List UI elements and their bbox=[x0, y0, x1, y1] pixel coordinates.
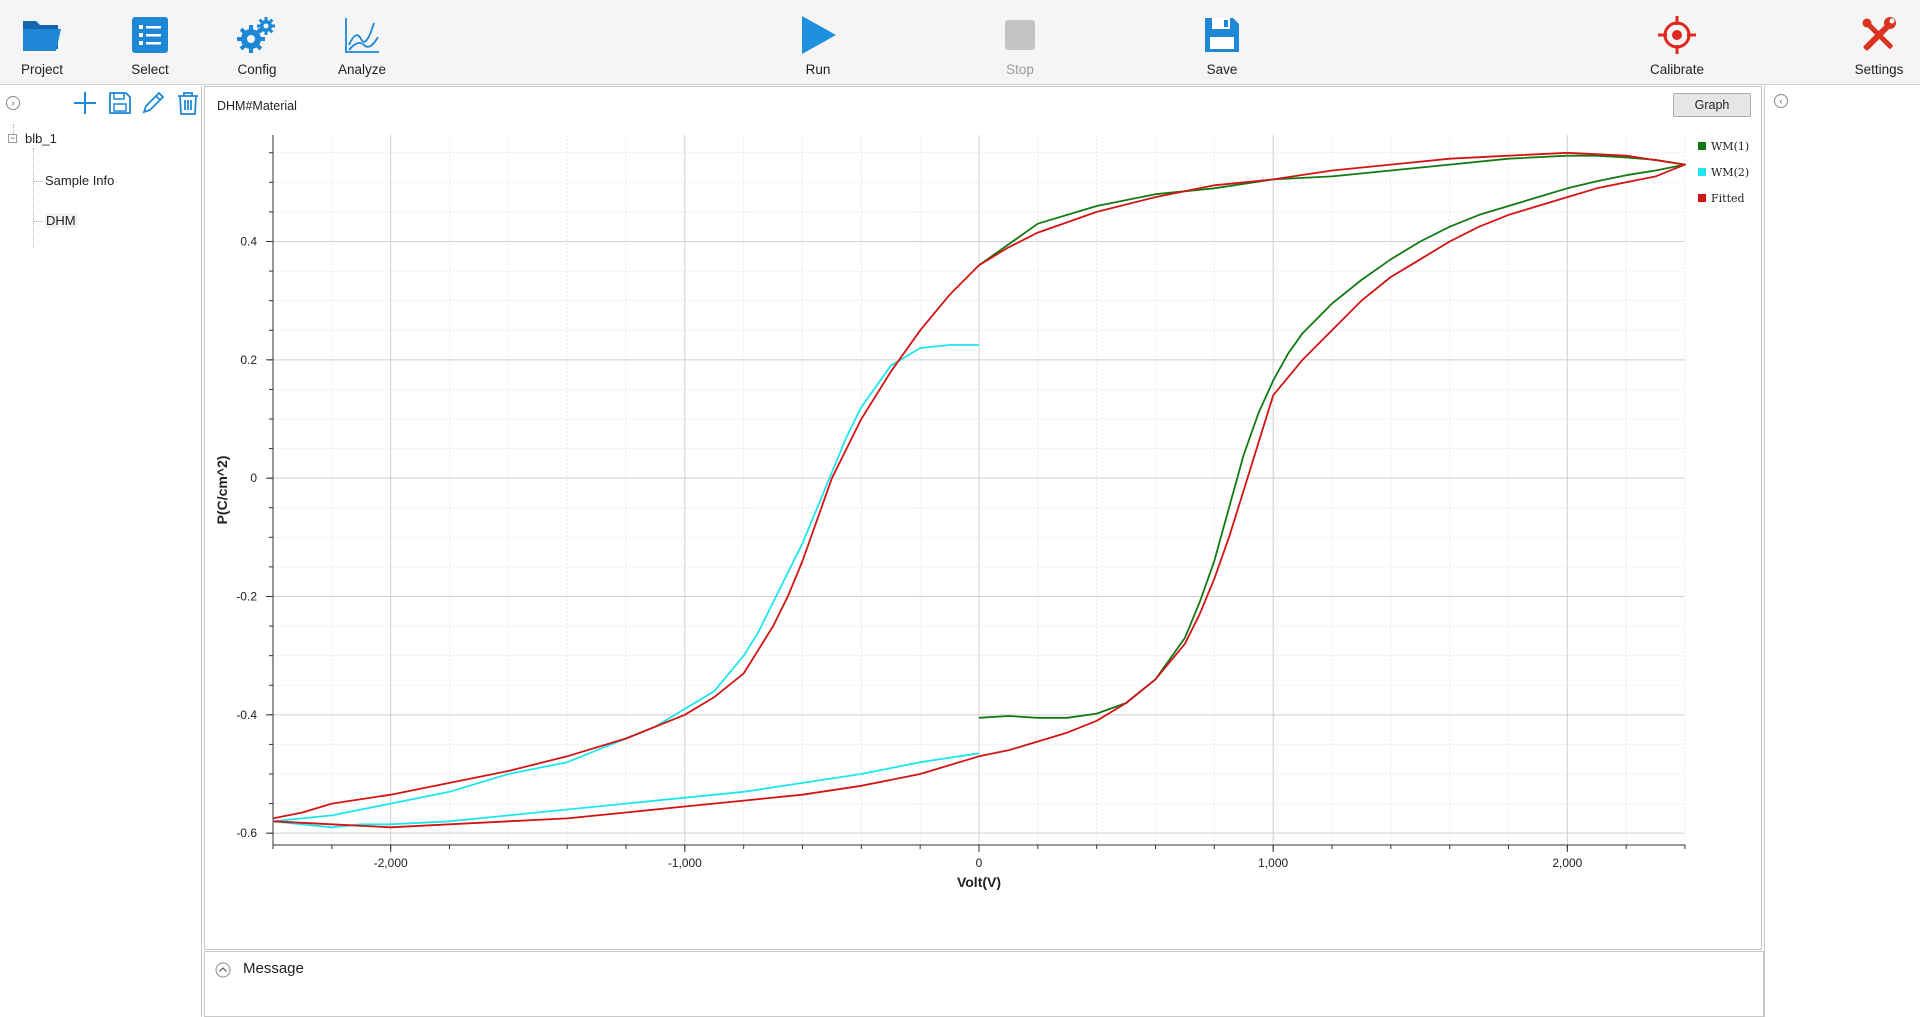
hysteresis-chart: -2,000 -1,000 0 1,000 2,000 -0.6 -0.4 -0.2 0 0.2 0… bbox=[214, 135, 1749, 890]
analyze-label: Analyze bbox=[337, 62, 387, 77]
add-icon[interactable] bbox=[72, 90, 98, 116]
list-icon bbox=[128, 14, 172, 56]
settings-label: Settings bbox=[1854, 62, 1904, 77]
message-panel: Message bbox=[204, 951, 1764, 1017]
series-line-1 bbox=[978, 154, 1686, 719]
collapse-right-panel-button[interactable]: ‹ bbox=[1774, 94, 1788, 108]
run-label: Run bbox=[805, 62, 831, 77]
config-label: Config bbox=[237, 62, 277, 77]
legend-label: Fitted bbox=[1711, 192, 1745, 205]
floppy-icon bbox=[1200, 14, 1244, 56]
project-label: Project bbox=[20, 62, 64, 77]
tree-line bbox=[13, 124, 14, 134]
graph-panel: DHM#Material Graph -2,000 -1,000 0 1,000 2,0… bbox=[204, 86, 1762, 950]
tree-line bbox=[33, 221, 43, 222]
stop-label: Stop bbox=[1006, 62, 1034, 77]
legend-swatch bbox=[1698, 142, 1706, 150]
graph-button[interactable]: Graph bbox=[1673, 93, 1751, 117]
calibrate-label: Calibrate bbox=[1649, 62, 1705, 77]
y-tick-label: -0.2 bbox=[236, 590, 257, 604]
gears-icon bbox=[235, 14, 279, 56]
edit-pencil-icon[interactable] bbox=[140, 90, 166, 116]
crosshair-icon bbox=[1655, 14, 1699, 56]
y-tick-label: 0.2 bbox=[240, 353, 257, 367]
tree-root-blb-1[interactable]: blb_1 bbox=[25, 131, 57, 146]
tree-line bbox=[33, 148, 34, 248]
x-tick-label: -2,000 bbox=[374, 856, 408, 870]
series-line-3 bbox=[272, 151, 1686, 829]
save-label: Save bbox=[1206, 62, 1238, 77]
folder-icon bbox=[20, 14, 64, 56]
legend-label: WM(2) bbox=[1711, 166, 1749, 179]
select-button[interactable]: Select bbox=[95, 0, 205, 84]
y-tick-label: -0.4 bbox=[236, 708, 257, 722]
right-side-panel: ‹ bbox=[1764, 86, 1920, 1017]
tree-item-dhm[interactable]: DHM bbox=[45, 213, 77, 228]
message-title: Message bbox=[243, 960, 304, 977]
chevron-left-icon: ‹ bbox=[1779, 95, 1783, 106]
project-tree-panel: › − blb_1 Sample Info DHM bbox=[0, 86, 202, 1017]
y-tick-label: 0.4 bbox=[240, 235, 257, 249]
y-axis-label: P(C/cm^2) bbox=[214, 456, 230, 525]
chevron-up-icon[interactable] bbox=[215, 962, 231, 978]
panel-title: DHM#Material bbox=[217, 99, 297, 113]
run-button[interactable]: Run bbox=[763, 0, 873, 84]
chevron-right-icon: › bbox=[11, 97, 15, 108]
stop-button[interactable]: Stop bbox=[965, 0, 1075, 84]
config-button[interactable]: Config bbox=[202, 0, 312, 84]
legend-label: WM(1) bbox=[1711, 140, 1749, 153]
tree-collapse-toggle[interactable]: − bbox=[8, 133, 17, 143]
x-tick-label: 1,000 bbox=[1258, 856, 1288, 870]
chart-line-icon bbox=[340, 14, 384, 56]
y-tick-label: -0.6 bbox=[236, 826, 257, 840]
x-tick-label: 0 bbox=[976, 856, 983, 870]
select-label: Select bbox=[131, 62, 169, 77]
play-icon bbox=[796, 14, 840, 56]
calibrate-button[interactable]: Calibrate bbox=[1622, 0, 1732, 84]
collapse-left-panel-button[interactable]: › bbox=[6, 96, 20, 110]
main-toolbar: Project Select bbox=[0, 0, 1920, 85]
legend-swatch bbox=[1698, 194, 1706, 202]
x-tick-label: 2,000 bbox=[1552, 856, 1582, 870]
tree-line bbox=[33, 181, 43, 182]
delete-trash-icon[interactable] bbox=[175, 90, 201, 116]
stop-icon bbox=[998, 14, 1042, 56]
settings-button[interactable]: Settings bbox=[1824, 0, 1920, 84]
save-button[interactable]: Save bbox=[1167, 0, 1277, 84]
save-small-icon[interactable] bbox=[107, 90, 133, 116]
project-button[interactable]: Project bbox=[0, 0, 97, 84]
series-line-2 bbox=[272, 344, 980, 829]
x-tick-label: -1,000 bbox=[668, 856, 702, 870]
legend-swatch bbox=[1698, 168, 1706, 176]
x-axis-label: Volt(V) bbox=[957, 874, 1001, 890]
tree-item-sample-info[interactable]: Sample Info bbox=[45, 173, 115, 188]
analyze-button[interactable]: Analyze bbox=[307, 0, 417, 84]
tools-icon bbox=[1857, 14, 1901, 56]
y-tick-label: 0 bbox=[250, 471, 257, 485]
